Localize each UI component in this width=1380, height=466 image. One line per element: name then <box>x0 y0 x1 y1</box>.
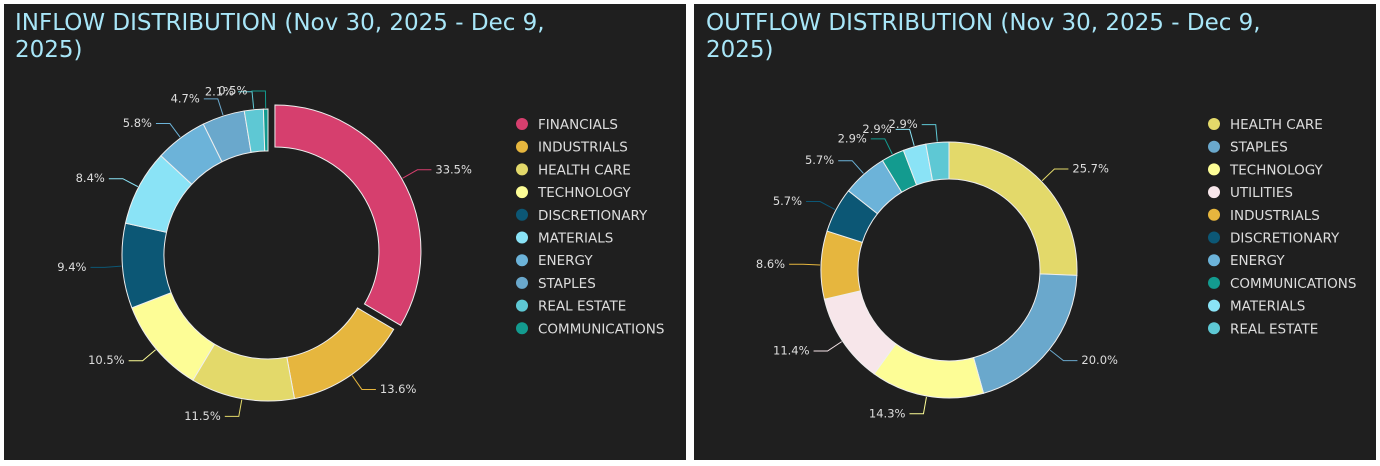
data-label: 5.7% <box>805 153 834 167</box>
legend-marker <box>1208 118 1220 130</box>
legend-label: REAL ESTATE <box>538 299 626 315</box>
legend-label: MATERIALS <box>1230 299 1305 315</box>
legend-marker <box>1208 322 1220 335</box>
legend-label: MATERIALS <box>538 231 613 247</box>
legend-label: UTILITIES <box>1230 185 1293 201</box>
slice <box>820 230 863 300</box>
data-label: 9.4% <box>57 260 86 274</box>
leader-line <box>789 263 821 266</box>
leader-line <box>838 160 864 174</box>
data-label: 10.5% <box>88 353 125 367</box>
data-label: 13.6% <box>380 382 417 396</box>
data-label: 5.7% <box>773 194 802 208</box>
legend-label: ENERGY <box>1230 253 1285 269</box>
legend-marker <box>516 208 528 221</box>
legend-marker <box>1208 231 1220 244</box>
data-label: 8.4% <box>76 171 105 185</box>
legend-label: STAPLES <box>1230 140 1288 156</box>
legend-label: DISCRETIONARY <box>538 208 648 224</box>
leader-line <box>155 123 181 138</box>
data-label: 0.5% <box>218 84 247 98</box>
data-label: 11.5% <box>184 409 221 423</box>
legend-label: TECHNOLOGY <box>537 185 632 201</box>
legend-marker <box>516 254 528 267</box>
leader-line <box>921 124 938 142</box>
leader-line <box>238 91 255 109</box>
legend-label: TECHNOLOGY <box>1229 162 1324 178</box>
data-label: 2.9% <box>889 117 918 131</box>
legend-label: HEALTH CARE <box>538 162 631 178</box>
leader-line <box>895 128 915 146</box>
data-label: 8.6% <box>756 257 785 271</box>
legend-marker <box>1208 186 1220 199</box>
leader-line <box>813 341 842 352</box>
data-label: 2.9% <box>838 131 867 145</box>
data-label: 20.0% <box>1081 353 1118 367</box>
leader-line <box>108 178 139 188</box>
legend-label: INDUSTRIALS <box>1230 208 1320 224</box>
legend-marker <box>516 231 528 244</box>
slice <box>262 108 269 152</box>
legend-label: FINANCIALS <box>538 117 618 133</box>
legend-marker <box>1208 299 1220 312</box>
data-label: 33.5% <box>435 162 472 176</box>
legend-label: STAPLES <box>538 276 596 292</box>
leader-line <box>128 349 156 362</box>
leader-line <box>224 399 243 417</box>
leader-line <box>203 98 224 116</box>
chart-title: INFLOW DISTRIBUTION (Nov 30, 2025 - Dec … <box>15 10 545 63</box>
legend-marker <box>516 118 528 130</box>
legend-label: HEALTH CARE <box>1230 117 1323 133</box>
legend-marker <box>1208 163 1220 176</box>
data-label: 14.3% <box>869 406 906 420</box>
legend-label: COMMUNICATIONS <box>1230 276 1356 292</box>
slice <box>925 141 950 182</box>
leader-line <box>90 265 122 268</box>
data-label: 4.7% <box>171 91 200 105</box>
legend-marker <box>1208 140 1220 153</box>
legend-marker <box>516 299 528 312</box>
data-label: 2.9% <box>862 122 891 136</box>
leader-line <box>806 201 836 210</box>
legend-label: REAL ESTATE <box>1230 321 1318 337</box>
leader-line <box>1049 349 1078 362</box>
leader-line <box>351 375 376 390</box>
legend-label: INDUSTRIALS <box>538 140 628 156</box>
legend-marker <box>516 276 528 289</box>
leader-line <box>251 90 267 109</box>
legend-label: COMMUNICATIONS <box>538 321 664 337</box>
data-label: 25.7% <box>1072 161 1109 175</box>
legend-marker <box>516 140 528 153</box>
slice <box>121 222 172 309</box>
legend-label: ENERGY <box>538 253 593 269</box>
legend-marker <box>516 322 528 335</box>
data-label: 2.1% <box>205 84 234 98</box>
data-label: 11.4% <box>773 344 810 358</box>
legend-marker <box>516 186 528 199</box>
leader-line <box>909 396 927 415</box>
legend-marker <box>1208 276 1220 289</box>
legend-marker <box>1208 254 1220 267</box>
legend-marker <box>1208 208 1220 221</box>
panel <box>4 4 686 460</box>
leader-line <box>870 138 893 155</box>
data-label: 5.8% <box>123 116 152 130</box>
chart-title: OUTFLOW DISTRIBUTION (Nov 30, 2025 - Dec… <box>706 10 1261 63</box>
legend-label: DISCRETIONARY <box>1230 231 1340 247</box>
slice <box>274 104 422 327</box>
legend-marker <box>516 163 528 176</box>
leader-line <box>402 169 432 179</box>
leader-line <box>1041 168 1069 182</box>
